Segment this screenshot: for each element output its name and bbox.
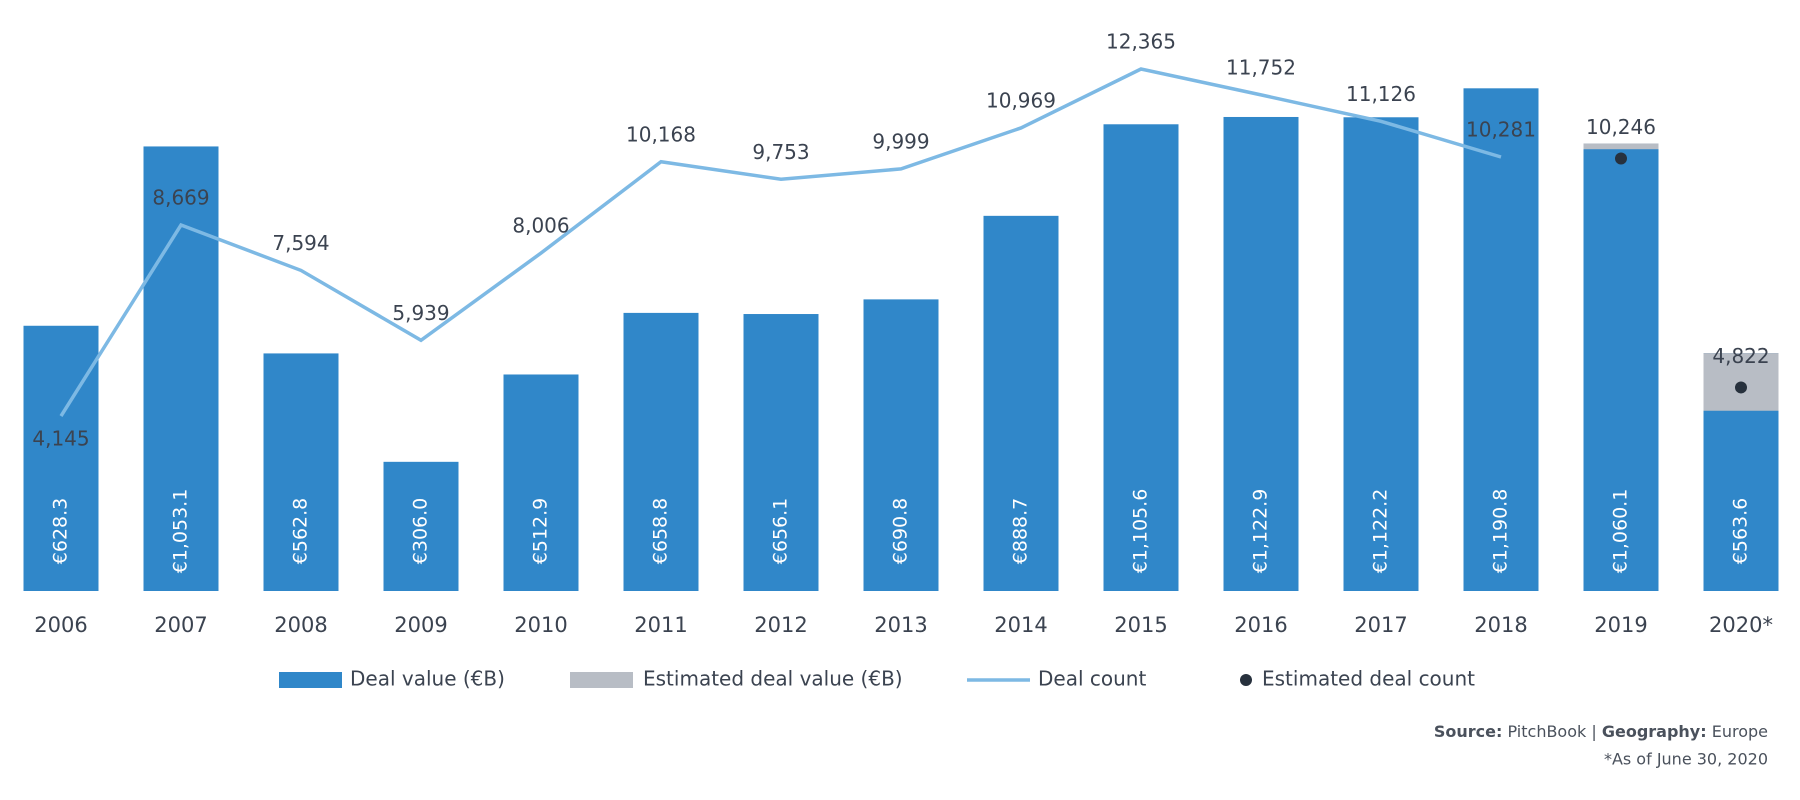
value-label: €690.8 <box>890 498 912 564</box>
x-tick-label: 2011 <box>634 613 687 637</box>
bar <box>623 312 699 591</box>
estimated-count-dot <box>1615 152 1627 165</box>
count-label: 7,594 <box>272 231 329 255</box>
count-label: 8,006 <box>512 214 569 238</box>
x-tick-label: 2016 <box>1234 613 1287 637</box>
value-label: €656.1 <box>770 498 792 564</box>
bar <box>1463 88 1539 591</box>
count-label: 10,246 <box>1586 115 1656 139</box>
x-tick-label: 2008 <box>274 613 327 637</box>
x-tick-label: 2009 <box>394 613 447 637</box>
bar <box>383 461 459 591</box>
count-label: 10,281 <box>1466 117 1536 141</box>
count-label: 11,752 <box>1226 55 1296 79</box>
count-label: 10,168 <box>626 122 696 146</box>
bar <box>1343 117 1419 591</box>
x-tick-label: 2019 <box>1594 613 1647 637</box>
x-tick-label: 2015 <box>1114 613 1167 637</box>
bar <box>503 374 579 591</box>
x-tick-label: 2013 <box>874 613 927 637</box>
count-label: 4,822 <box>1712 344 1769 368</box>
legend-label: Estimated deal count <box>1262 667 1475 691</box>
geography-label: Geography: <box>1602 722 1707 741</box>
source-label: Source: <box>1434 722 1503 741</box>
value-label: €1,105.6 <box>1130 489 1152 574</box>
geography: Europe <box>1712 722 1768 741</box>
bar <box>1583 143 1659 591</box>
x-tick-label: 2018 <box>1474 613 1527 637</box>
count-label: 10,969 <box>986 88 1056 112</box>
value-label: €512.9 <box>530 498 552 564</box>
x-tick-label: 2010 <box>514 613 567 637</box>
value-label: €1,122.9 <box>1250 489 1272 574</box>
value-label: €1,122.2 <box>1370 489 1392 574</box>
value-label: €1,053.1 <box>170 489 192 574</box>
value-label: €658.8 <box>650 498 672 564</box>
value-label: €1,060.1 <box>1610 489 1632 574</box>
value-label: €563.6 <box>1730 498 1752 564</box>
value-label: €1,190.8 <box>1490 489 1512 574</box>
bar <box>1103 124 1179 591</box>
count-label: 5,939 <box>392 301 449 325</box>
legend-label: Estimated deal value (€B) <box>643 667 903 691</box>
estimated-count-dot <box>1735 381 1747 394</box>
x-tick-label: 2017 <box>1354 613 1407 637</box>
bar <box>263 353 339 591</box>
bar <box>1223 116 1299 592</box>
count-label: 9,753 <box>752 140 809 164</box>
count-label: 9,999 <box>872 129 929 153</box>
count-label: 11,126 <box>1346 82 1416 106</box>
estimated-bar <box>1583 143 1659 150</box>
x-tick-label: 2014 <box>994 613 1047 637</box>
count-label: 4,145 <box>32 427 89 451</box>
source-line: Source: PitchBook | Geography: Europe <box>1434 722 1768 741</box>
legend-swatch <box>279 672 342 688</box>
bar <box>983 215 1059 591</box>
legend-label: Deal value (€B) <box>350 667 505 691</box>
legend-swatch <box>1240 674 1252 686</box>
deal-count-line <box>59 67 1502 417</box>
value-label: €628.3 <box>50 498 72 564</box>
value-label: €306.0 <box>410 498 432 564</box>
x-tick-label: 2006 <box>34 613 87 637</box>
legend-label: Deal count <box>1038 667 1146 691</box>
bar <box>863 299 939 591</box>
bar <box>23 325 99 591</box>
bar <box>743 314 819 591</box>
count-label: 8,669 <box>152 186 209 210</box>
x-tick-label: 2020* <box>1709 613 1773 637</box>
legend-swatch <box>570 672 633 688</box>
value-label: €888.7 <box>1010 498 1032 564</box>
source: PitchBook | <box>1508 722 1597 741</box>
x-tick-label: 2007 <box>154 613 207 637</box>
value-label: €562.8 <box>290 498 312 564</box>
x-tick-label: 2012 <box>754 613 807 637</box>
note: *As of June 30, 2020 <box>1604 750 1768 769</box>
count-label: 12,365 <box>1106 30 1176 54</box>
bar <box>143 146 219 592</box>
